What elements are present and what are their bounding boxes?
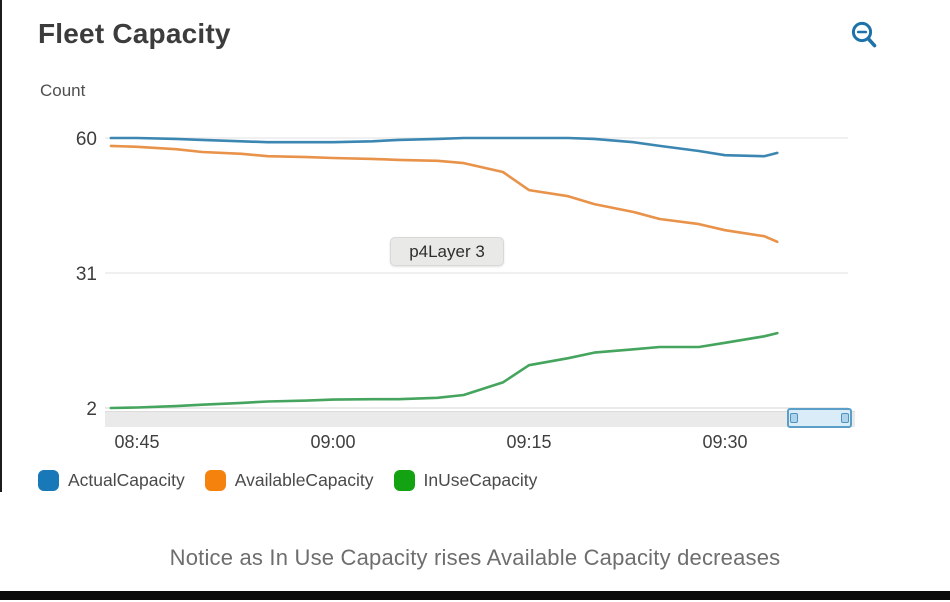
legend-label: InUseCapacity (423, 470, 538, 490)
actual-capacity-line (109, 136, 779, 158)
time-scrollbar-thumb[interactable] (787, 408, 852, 428)
actual-capacity-swatch-icon (38, 470, 59, 491)
time-scrollbar-track[interactable] (105, 411, 855, 427)
legend-label: AvailableCapacity (234, 470, 374, 490)
zoom-out-icon[interactable] (849, 20, 881, 54)
window-edge-line (0, 0, 2, 492)
legend-item-actual-capacity[interactable]: ActualCapacity (38, 470, 185, 491)
chart-title: Fleet Capacity (38, 18, 231, 49)
y-tick-label: 60 (76, 129, 97, 150)
caption-text: Notice as In Use Capacity rises Availabl… (169, 545, 781, 570)
in-use-capacity-swatch-icon (393, 470, 415, 491)
x-tick-label: 09:15 (506, 432, 551, 452)
legend-label: ActualCapacity (68, 470, 185, 490)
legend-item-available-capacity[interactable]: AvailableCapacity (204, 470, 374, 491)
x-tick-label: 09:30 (702, 432, 747, 452)
available-capacity-line (109, 144, 779, 244)
x-tick-label: 09:00 (310, 432, 355, 452)
legend-item-in-use-capacity[interactable]: InUseCapacity (393, 470, 538, 491)
scrollbar-handle-right[interactable] (841, 413, 849, 423)
chart-legend: ActualCapacity AvailableCapacity InUseCa… (38, 470, 537, 491)
layer-tooltip: p4Layer 3 (390, 237, 504, 266)
available-capacity-swatch-icon (204, 470, 226, 491)
plot-area[interactable] (105, 126, 848, 409)
scrollbar-handle-left[interactable] (790, 413, 798, 423)
x-tick-label: 08:45 (114, 432, 159, 452)
y-tick-label: 31 (76, 264, 97, 285)
bottom-black-bar (0, 591, 950, 600)
y-tick-label: 2 (86, 399, 97, 420)
y-axis-unit-label: Count (40, 81, 86, 100)
in-use-capacity-line (109, 331, 779, 410)
